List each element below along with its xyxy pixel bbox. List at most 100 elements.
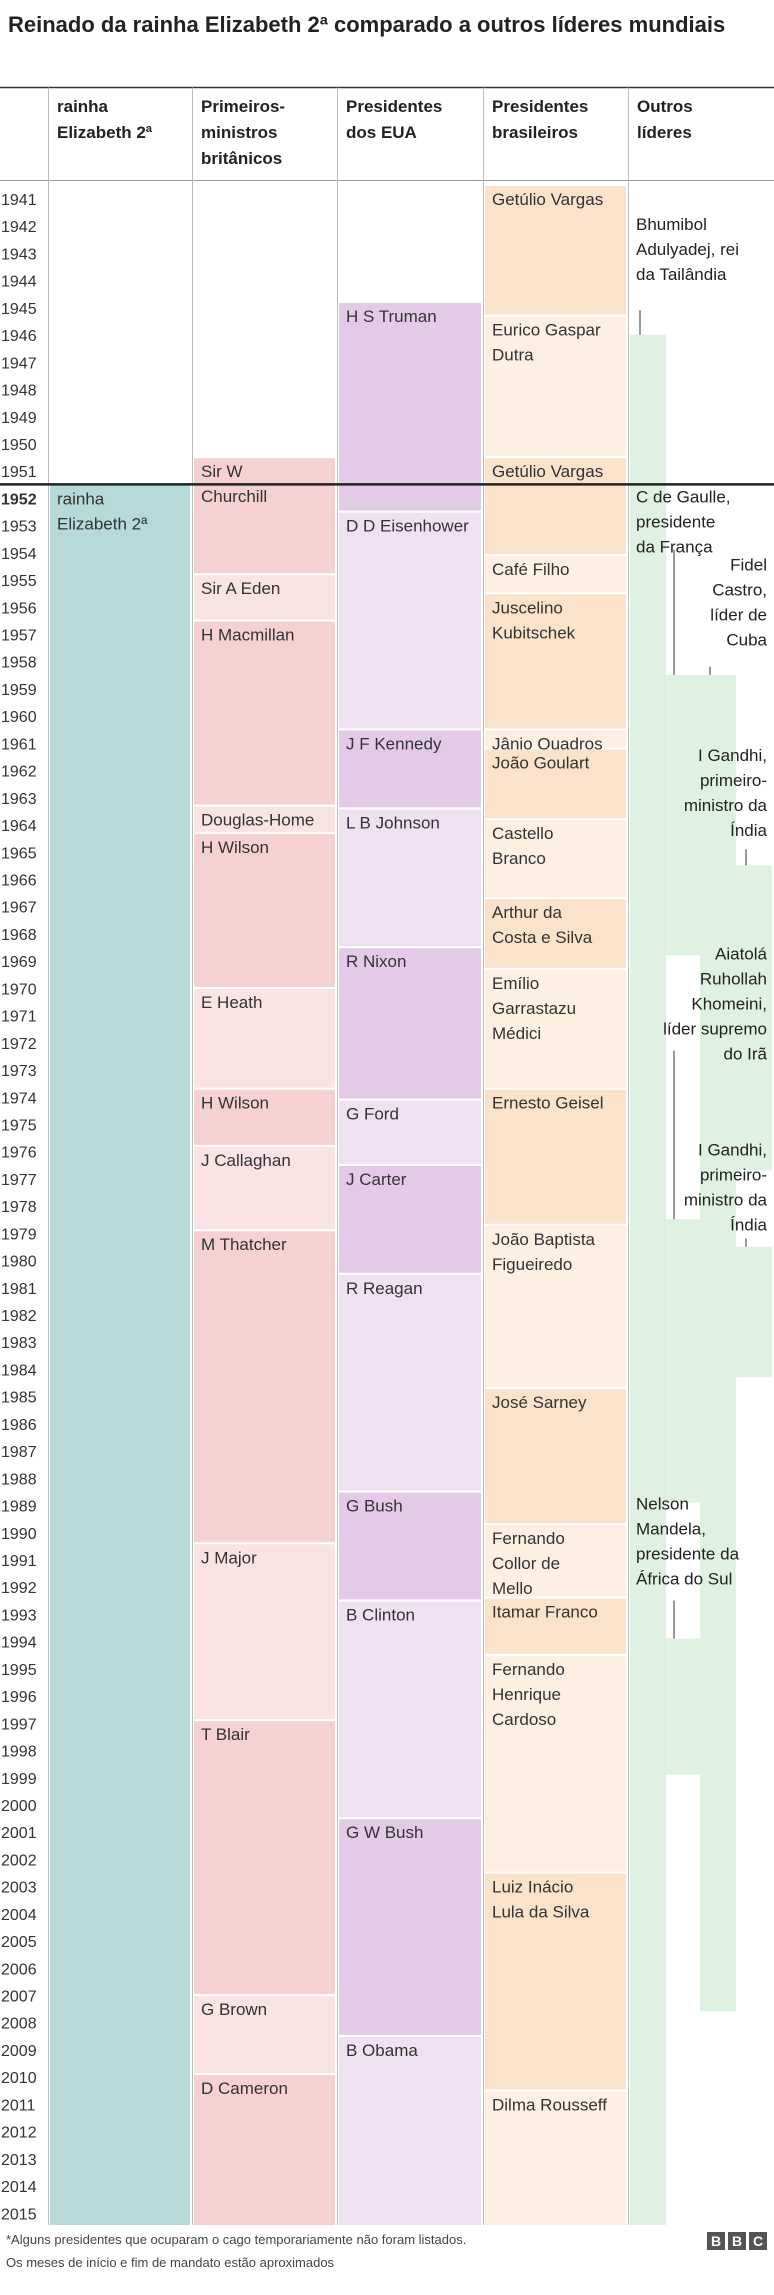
year-label: 1959 <box>1 682 37 699</box>
br-president-term-bar <box>485 730 626 748</box>
year-label: 1977 <box>1 1172 37 1189</box>
us-president-term-bar <box>339 2036 481 2225</box>
uk-pm-term-bar <box>194 621 335 805</box>
br-president-term-label: João Baptista Figueiredo <box>492 1230 596 1274</box>
br-president-term-bar <box>485 594 626 729</box>
year-label: 2010 <box>1 2070 37 2087</box>
year-label: 1962 <box>1 764 37 781</box>
uk-pm-term-label: H Macmillan <box>201 626 295 645</box>
year-label: 1972 <box>1 1036 37 1053</box>
year-label: 1956 <box>1 600 37 617</box>
uk-pm-term-label: Sir W Churchill <box>201 462 267 506</box>
other-leader-bar <box>664 1638 700 1775</box>
uk-pm-term-bar <box>194 1231 335 1543</box>
other-leader-label: Nelson Mandela, presidente da África do Sul <box>636 1495 740 1589</box>
br-president-term-bar <box>485 1598 626 1654</box>
us-president-term-bar <box>339 730 481 808</box>
br-president-term-label: José Sarney <box>492 1393 587 1412</box>
year-label: 2003 <box>1 1880 37 1897</box>
br-president-term-label: Ernesto Geisel <box>492 1094 604 1113</box>
br-president-term-label: Fernando Henrique Cardoso <box>492 1660 565 1729</box>
year-label: 1979 <box>1 1226 37 1243</box>
br-president-term-bar <box>485 969 626 1088</box>
br-president-term-bar <box>485 316 626 457</box>
us-president-term-label: B Obama <box>346 2041 418 2060</box>
us-president-term-bar <box>339 1165 481 1273</box>
year-label: 2006 <box>1 1961 37 1978</box>
us-president-term-bar <box>339 1100 481 1164</box>
other-leader-label: Aiatolá Ruhollah Khomeini, líder supremo do … <box>663 945 767 1064</box>
year-label: 1965 <box>1 845 37 862</box>
uk-pm-term-label: D Cameron <box>201 2079 288 2098</box>
uk-pm-term-bar <box>194 833 335 987</box>
year-label: 1980 <box>1 1254 37 1271</box>
us-president-term-label: G W Bush <box>346 1823 423 1842</box>
other-leader-label: I Gandhi, primeiro-ministro da Índia <box>684 1141 768 1235</box>
year-label: 1988 <box>1 1471 37 1488</box>
us-president-term-label: D D Eisenhower <box>346 517 469 536</box>
other-leader-label: Fidel Castro, líder de Cuba <box>710 555 767 649</box>
year-label: 1982 <box>1 1308 37 1325</box>
us-president-term-label: B Clinton <box>346 1605 415 1624</box>
footer-notes: *Alguns presidentes que ocuparam o cago … <box>6 2228 466 2274</box>
uk-pm-term-label: Sir A Eden <box>201 579 280 598</box>
year-label: 2013 <box>1 2152 37 2169</box>
br-president-term-bar <box>485 1655 626 1872</box>
queen-term-bar <box>50 485 190 2225</box>
us-president-term-bar <box>339 809 481 947</box>
year-label: 1971 <box>1 1009 37 1026</box>
uk-pm-term-bar <box>194 806 335 832</box>
year-label: 1950 <box>1 437 37 454</box>
other-leader-label: Bhumibol Adulyadej, rei da Tailândia <box>636 215 739 284</box>
br-president-term-bar <box>485 1873 626 2090</box>
uk-pm-term-label: M Thatcher <box>201 1235 287 1254</box>
year-label: 2011 <box>1 2097 36 2114</box>
footnote-temporary-presidents: *Alguns presidentes que ocuparam o cago … <box>6 2232 467 2247</box>
year-label: 1946 <box>1 328 37 345</box>
us-president-term-bar <box>339 948 481 1099</box>
br-president-term-bar <box>485 749 626 819</box>
us-president-term-label: L B Johnson <box>346 813 440 832</box>
uk-pm-term-label: J Major <box>201 1548 257 1567</box>
us-president-term-bar <box>339 1601 481 1818</box>
br-president-term-label: Fernando Collor de Mello <box>492 1529 565 1598</box>
uk-pm-term-bar <box>194 1996 335 2074</box>
year-label: 2012 <box>1 2125 37 2142</box>
year-label: 1992 <box>1 1580 37 1597</box>
br-president-term-bar <box>485 1089 626 1224</box>
year-label: 1947 <box>1 355 37 372</box>
year-label: 1966 <box>1 873 37 890</box>
year-label: 2007 <box>1 1989 37 2006</box>
reign-timeline-chart: rainha Elizabeth 2ª Primeiros-ministros bri… <box>0 86 774 2225</box>
year-label: 1951 <box>1 464 37 481</box>
uk-pm-term-label: H Wilson <box>201 838 269 857</box>
year-label: 2002 <box>1 1852 37 1869</box>
year-label: 1978 <box>1 1199 37 1216</box>
year-label: 1952 <box>1 491 37 508</box>
year-label: 1970 <box>1 981 37 998</box>
uk-pm-term-label: E Heath <box>201 993 262 1012</box>
other-leader-bar <box>664 1219 700 1503</box>
us-president-term-bar <box>339 1819 481 2035</box>
uk-pm-term-label: J Callaghan <box>201 1151 291 1170</box>
us-president-term-label: G Bush <box>346 1497 403 1516</box>
br-president-term-label: Café Filho <box>492 560 569 579</box>
column-header: rainha Elizabeth 2ª <box>57 97 153 142</box>
logo-letter: B <box>728 2232 746 2250</box>
year-label: 2000 <box>1 1798 37 1815</box>
year-label: 1953 <box>1 519 37 536</box>
bbc-logo: B B C <box>707 2232 767 2250</box>
br-president-term-label: Emílio Garrastazu Médici <box>492 974 576 1043</box>
year-label: 1981 <box>1 1281 37 1298</box>
other-leader-label: C de Gaulle, presidente da França <box>636 487 731 556</box>
year-label: 2015 <box>1 2206 37 2223</box>
year-label: 1983 <box>1 1335 37 1352</box>
year-label: 1968 <box>1 927 37 944</box>
year-label: 1958 <box>1 655 37 672</box>
br-president-term-label: Itamar Franco <box>492 1603 598 1622</box>
footnote-approximate-dates: Os meses de início e fim de mandato estã… <box>6 2255 335 2270</box>
year-label: 1985 <box>1 1390 37 1407</box>
uk-pm-term-bar <box>194 2075 335 2225</box>
uk-pm-term-bar <box>194 1544 335 1720</box>
year-label: 1995 <box>1 1662 37 1679</box>
